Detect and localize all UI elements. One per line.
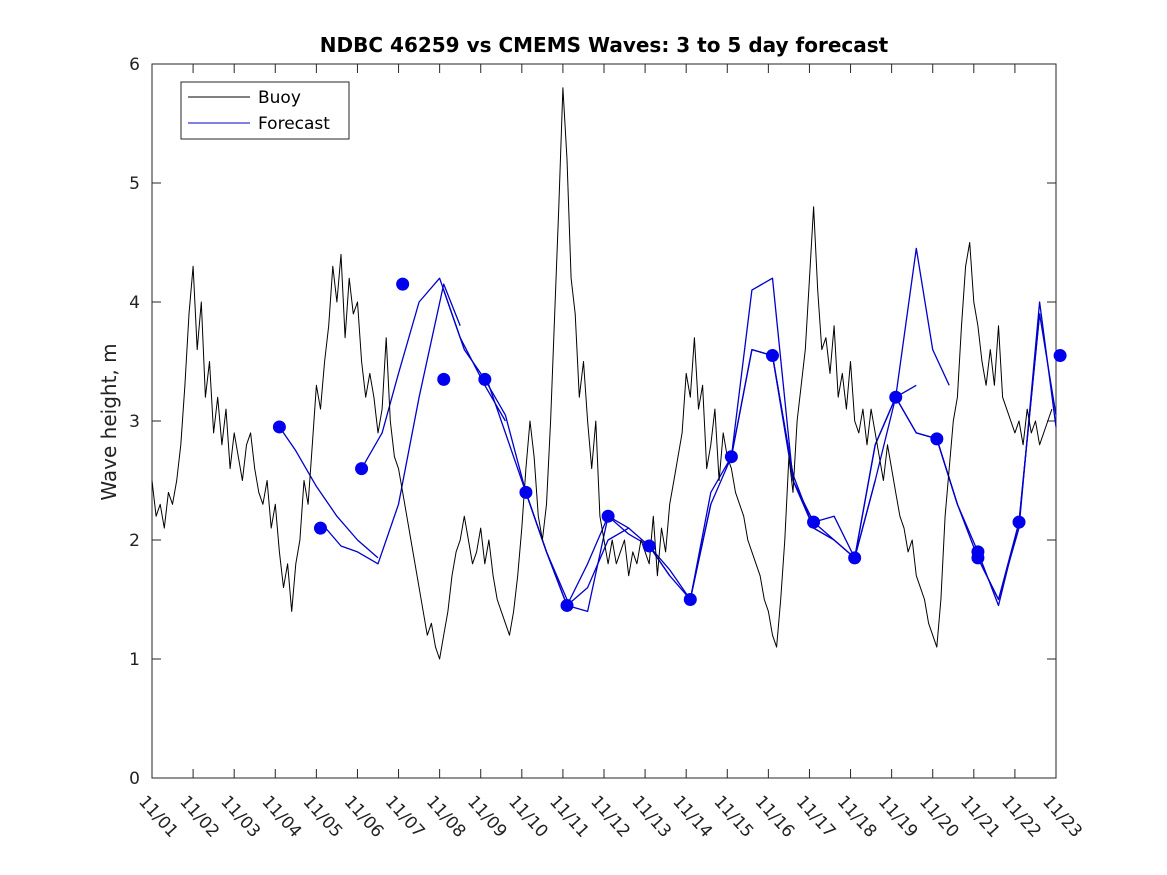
x-tick-label: 11/07	[381, 792, 429, 842]
x-tick-label: 11/03	[216, 792, 264, 842]
x-tick-label: 11/12	[586, 792, 634, 842]
y-axis: 0 1 2 3 4 5 6	[129, 55, 1056, 789]
legend-box	[180, 81, 350, 140]
forecast-points	[272, 277, 1067, 612]
y-tick-label: 3	[129, 412, 140, 432]
buoy-series-line	[151, 87, 1053, 660]
y-tick-label: 1	[129, 650, 140, 670]
x-tick-label: 11/10	[504, 792, 552, 842]
legend-buoy-label: Buoy	[258, 88, 301, 108]
forecast-point	[1053, 349, 1067, 363]
forecast-point	[930, 432, 944, 446]
x-tick-label: 11/05	[299, 792, 347, 842]
x-tick-label: 11/16	[751, 792, 799, 842]
forecast-point	[478, 372, 492, 386]
y-tick-label: 0	[129, 769, 140, 789]
forecast-point	[396, 277, 410, 291]
legend-forecast-label: Forecast	[258, 114, 330, 134]
legend: Buoy Forecast	[180, 81, 350, 140]
forecast-point	[355, 462, 369, 476]
x-tick-label: 11/04	[258, 792, 306, 842]
y-tick-label: 6	[129, 55, 140, 75]
forecast-point	[313, 521, 327, 535]
x-tick-label: 11/20	[915, 792, 963, 842]
forecast-point	[889, 390, 903, 404]
axes-box	[151, 63, 1057, 779]
forecast-series-line	[278, 426, 379, 559]
x-tick-label: 11/11	[545, 792, 593, 842]
x-tick-label: 11/08	[422, 792, 470, 842]
forecast-point	[272, 420, 286, 434]
x-tick-label: 11/22	[997, 792, 1045, 842]
x-tick-label: 11/15	[710, 792, 758, 842]
x-tick-label: 11/21	[956, 792, 1004, 842]
x-tick-label: 11/06	[340, 792, 388, 842]
forecast-point	[724, 450, 738, 464]
x-tick-label: 11/01	[134, 792, 182, 842]
forecast-point	[971, 551, 985, 565]
x-tick-label: 11/17	[792, 792, 840, 842]
forecast-point	[848, 551, 862, 565]
forecast-series-line	[320, 283, 461, 565]
chart-title: NDBC 46259 vs CMEMS Waves: 3 to 5 day fo…	[320, 33, 889, 57]
x-tick-label: 11/14	[668, 792, 716, 842]
y-tick-label: 5	[129, 174, 140, 194]
x-tick-label: 11/09	[463, 792, 511, 842]
forecast-point	[683, 593, 697, 606]
forecast-point	[519, 485, 533, 499]
x-tick-label: 11/23	[1038, 792, 1086, 842]
forecast-point	[807, 515, 821, 529]
x-tick-label: 11/02	[175, 792, 223, 842]
forecast-point	[560, 598, 574, 612]
forecast-series-line	[854, 247, 950, 559]
forecast-point	[642, 539, 656, 553]
y-tick-label: 2	[129, 531, 140, 551]
x-tick-label: 11/18	[833, 792, 881, 842]
series-layer	[151, 87, 1057, 660]
forecast-point	[601, 509, 615, 523]
forecast-point	[437, 372, 451, 386]
y-axis-label: Wave height, m	[97, 343, 121, 500]
forecast-point	[765, 349, 779, 363]
forecast-point	[1012, 515, 1026, 529]
forecast-series-line	[771, 355, 917, 559]
x-tick-label: 11/19	[874, 792, 922, 842]
x-tick-label: 11/13	[627, 792, 675, 842]
y-tick-label: 4	[129, 293, 140, 313]
